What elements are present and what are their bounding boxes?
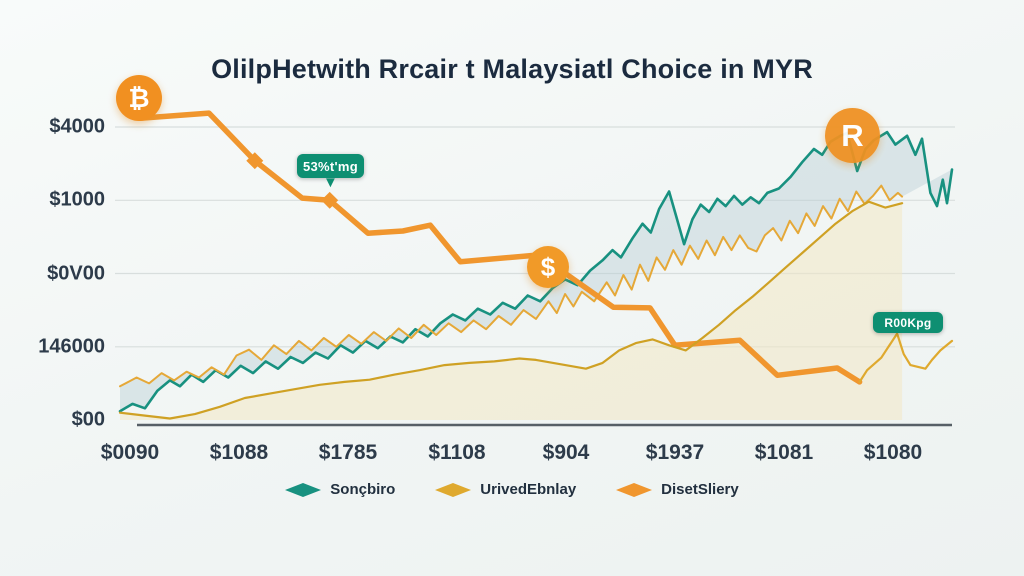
orange-diamond-icon — [616, 482, 653, 497]
bitcoin-icon: ₿ — [116, 75, 162, 121]
x-axis-label: $1081 — [754, 441, 814, 464]
y-axis-label: $00 — [71, 408, 105, 431]
x-axis-label: $1088 — [209, 441, 269, 464]
legend-item-urivedebnlay: UrivedEbnlay — [435, 481, 576, 498]
legend: Sonçbiro UrivedEbnlay DisetSliery — [0, 481, 1024, 498]
x-axis-label: $1785 — [318, 441, 378, 464]
x-axis-label: $1080 — [863, 441, 923, 464]
x-axis-label: $904 — [542, 441, 590, 464]
annotation-badge-right: R00Kpg — [873, 312, 943, 333]
page-title: OlilpHetwith Rrcair t Malaysiatl Choice … — [211, 54, 813, 84]
series-marker — [246, 152, 264, 170]
chevron-down-icon: ▼ — [323, 174, 338, 191]
x-axis-label: $1108 — [428, 441, 486, 464]
annotation-badge-left: 53%t'mg — [297, 154, 364, 178]
series-line-2 — [137, 110, 863, 385]
legend-item-disetsliery: DisetSliery — [616, 481, 739, 498]
series-line-3 — [118, 200, 904, 420]
legend-label: Sonçbiro — [330, 481, 396, 498]
r-coin-icon: R — [825, 108, 880, 163]
series-line-1 — [119, 184, 904, 388]
bitcoin-glyph: ₿ — [128, 82, 150, 113]
legend-label: UrivedEbnlay — [480, 481, 577, 498]
legend-item-sonçbiro: Sonçbiro — [285, 481, 395, 498]
y-axis-label: $4000 — [49, 115, 105, 138]
r-glyph: R — [841, 117, 864, 153]
x-axis-label: $1937 — [645, 441, 705, 464]
legend-label: DisetSliery — [661, 481, 739, 498]
yellow-diamond-icon — [435, 482, 472, 497]
y-axis-label: 146000 — [38, 335, 105, 358]
area-band-1 — [120, 201, 903, 420]
y-axis-label: $1000 — [49, 188, 105, 211]
dollar-coin-icon: $ — [527, 246, 569, 288]
y-axis-label: $0V00 — [47, 262, 105, 285]
teal-diamond-icon — [285, 482, 322, 497]
dollar-glyph: $ — [540, 251, 556, 282]
series-marker — [321, 191, 339, 209]
x-axis-label: $0090 — [100, 441, 160, 464]
series-line-4 — [858, 332, 954, 383]
